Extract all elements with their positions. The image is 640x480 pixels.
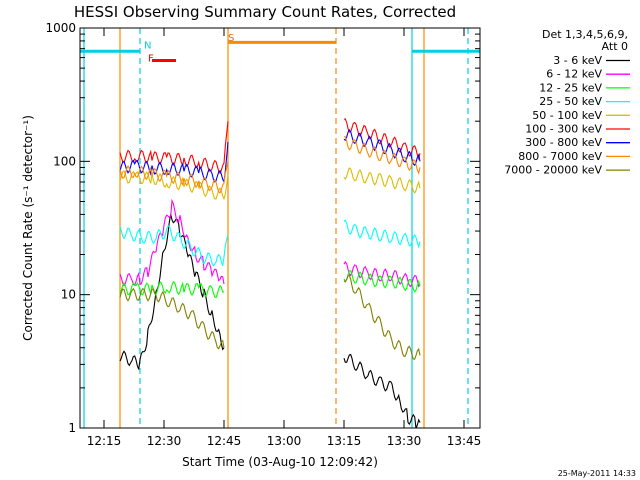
chart-title: HESSI Observing Summary Count Rates, Cor… [74,3,456,21]
legend-label-3: 25 - 50 keV [539,95,602,108]
y-axis-label: Corrected Count Rate (s⁻¹ detector⁻¹) [21,115,35,341]
annotation-F: F [148,54,154,65]
series-line-7-segment-1 [343,135,421,175]
y-tick-label-2: 100 [53,154,76,168]
series-line-3-segment-1 [343,219,421,249]
y-tick-label-0: 1 [68,421,76,435]
x-tick-label-5: 13:30 [387,434,422,448]
x-tick-label-0: 12:15 [87,434,122,448]
legend-header-0: Det 1,3,4,5,6,9, [542,28,628,41]
series-line-8-segment-0 [119,287,225,350]
plot-frame [79,27,481,429]
annotation-N: N [144,41,151,52]
legend-label-7: 800 - 7000 keV [518,150,602,163]
x-tick-label-3: 13:00 [267,434,302,448]
legend-label-0: 3 - 6 keV [553,54,602,67]
series-line-1-segment-0 [119,198,225,287]
legend-label-6: 300 - 800 keV [525,136,602,149]
series-line-0-segment-0 [119,214,225,370]
series-line-4-segment-0 [119,170,229,201]
series-line-2-segment-0 [119,280,225,299]
legend-label-5: 100 - 300 keV [525,123,602,136]
legend-label-4: 50 - 100 keV [532,109,602,122]
series-line-7-segment-0 [119,161,229,194]
legend-header-1: Att 0 [602,40,628,53]
x-tick-label-4: 13:15 [327,434,362,448]
series-line-4-segment-1 [343,167,421,194]
legend-label-1: 6 - 12 keV [546,68,602,81]
y-tick-label-1: 10 [61,288,76,302]
series-line-5-segment-1 [343,118,421,161]
x-tick-label-6: 13:45 [447,434,482,448]
series-line-2-segment-1 [343,270,421,293]
footer-date: 25-May-2011 14:33 [558,469,636,478]
y-tick-label-3: 1000 [45,21,76,35]
x-tick-label-2: 12:45 [207,434,242,448]
series-line-0-segment-1 [343,353,421,429]
x-tick-label-1: 12:30 [147,434,182,448]
series-line-6-segment-0 [119,141,229,184]
legend-label-2: 12 - 25 keV [539,81,602,94]
x-axis-label: Start Time (03-Aug-10 12:09:42) [182,455,378,469]
legend-label-8: 7000 - 20000 keV [504,164,602,177]
series-line-3-segment-0 [119,225,229,267]
series-line-6-segment-1 [343,128,421,167]
series-line-8-segment-1 [343,274,421,360]
annotation-S: S [228,33,234,44]
